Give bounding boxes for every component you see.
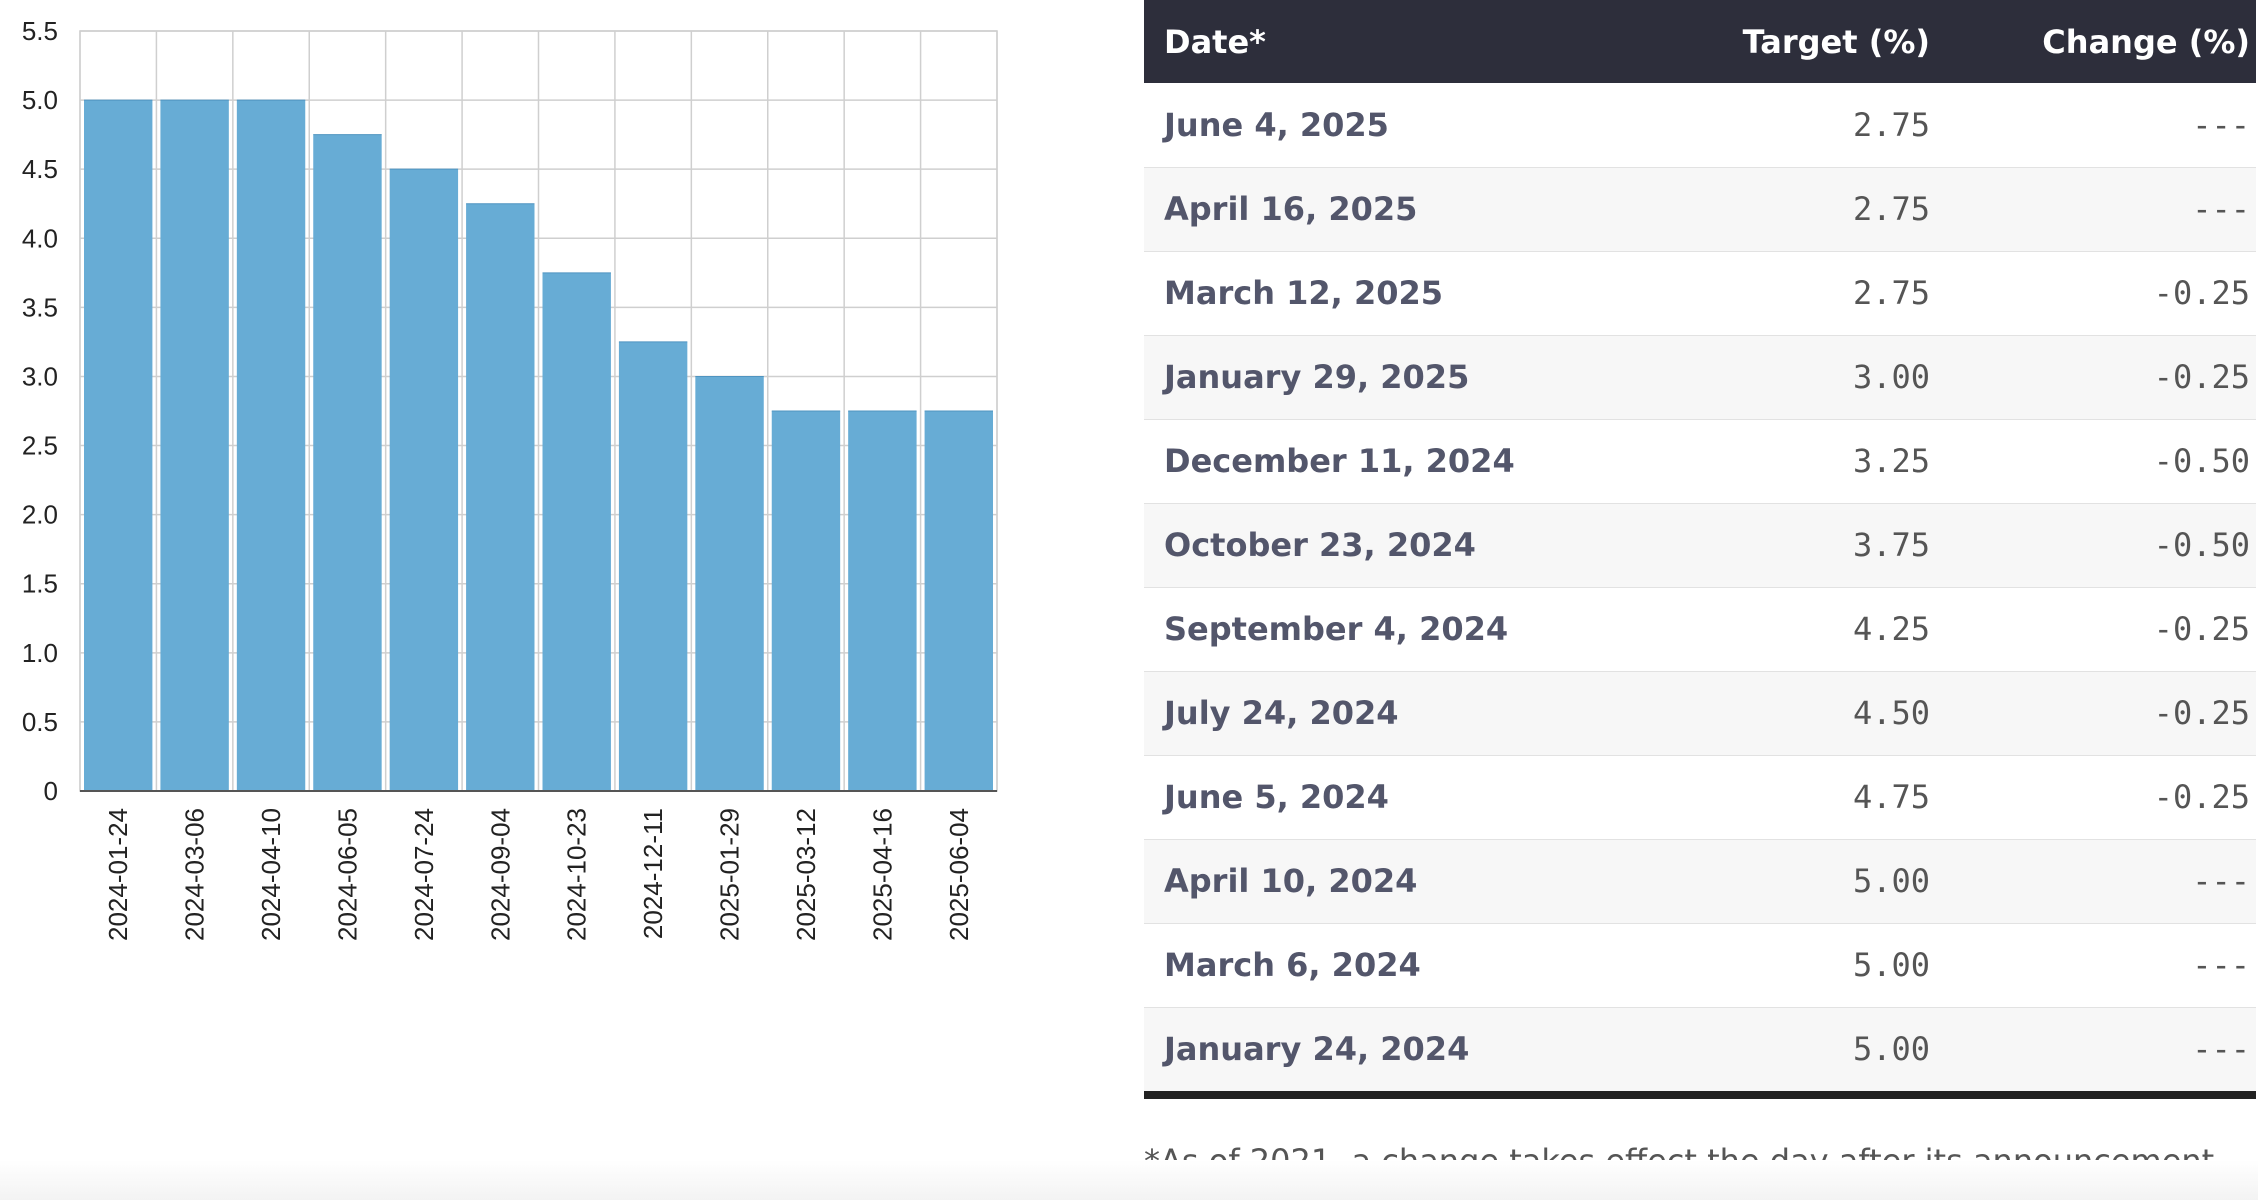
y-tick-label: 0 (44, 776, 58, 806)
table-row: June 4, 2025 2.75 --- (1144, 83, 2256, 167)
header-target: Target (%) (1742, 22, 1930, 61)
table-row: June 5, 2024 4.75 -0.25 (1144, 755, 2256, 839)
bar-2024-04-10 (236, 100, 306, 791)
y-tick-label: 1.5 (22, 569, 58, 599)
row-target: 2.75 (1852, 274, 1930, 312)
row-target: 4.50 (1852, 694, 1930, 732)
y-tick-label: 5.5 (22, 16, 58, 46)
row-date: June 5, 2024 (1164, 778, 1389, 816)
bar-2025-01-29 (695, 376, 764, 791)
row-change: -0.50 (2153, 442, 2250, 480)
x-tick-label: 2024-06-05 (332, 808, 362, 941)
row-target: 4.25 (1852, 610, 1930, 648)
y-tick-label: 2.0 (22, 500, 58, 530)
table-header-row: Date* Target (%) Change (%) (1144, 0, 2256, 83)
x-tick-label: 2025-04-16 (867, 808, 897, 941)
row-date: December 11, 2024 (1164, 442, 1515, 480)
table-row: January 29, 2025 3.00 -0.25 (1144, 335, 2256, 419)
row-target: 3.25 (1852, 442, 1930, 480)
y-tick-label: 0.5 (22, 707, 58, 737)
bar-2024-10-23 (542, 272, 611, 791)
bar-2024-06-05 (313, 134, 382, 792)
bar-2025-03-12 (771, 411, 841, 791)
table-row: July 24, 2024 4.50 -0.25 (1144, 671, 2256, 755)
x-tick-label: 2024-01-24 (103, 808, 133, 941)
row-target: 5.00 (1852, 1030, 1930, 1069)
row-date: June 4, 2025 (1164, 105, 1389, 144)
bar-2024-01-24 (84, 100, 153, 791)
row-date: October 23, 2024 (1164, 526, 1476, 564)
row-target: 5.00 (1852, 946, 1930, 984)
row-date: September 4, 2024 (1164, 610, 1509, 648)
x-tick-label: 2024-10-23 (562, 808, 592, 941)
table-row: April 10, 2024 5.00 --- (1144, 839, 2256, 923)
row-change: -0.25 (2153, 778, 2250, 816)
row-target: 5.00 (1852, 862, 1930, 900)
y-tick-label: 3.0 (22, 361, 58, 391)
row-change: -0.25 (2153, 610, 2250, 648)
row-change: -0.50 (2153, 526, 2250, 564)
row-date: July 24, 2024 (1164, 694, 1399, 732)
header-date: Date* (1164, 22, 1266, 61)
table-row: January 24, 2024 5.00 --- (1144, 1007, 2256, 1091)
bar-2024-03-06 (160, 100, 229, 791)
y-tick-label: 1.0 (22, 638, 58, 668)
row-target: 3.00 (1852, 358, 1930, 396)
y-tick-label: 3.5 (22, 292, 58, 322)
rate-table: Date* Target (%) Change (%) June 4, 2025… (1144, 0, 2256, 1091)
row-date: March 12, 2025 (1164, 274, 1443, 312)
row-change: -0.25 (2153, 358, 2250, 396)
row-date: April 16, 2025 (1164, 190, 1418, 228)
table-row: March 6, 2024 5.00 --- (1144, 923, 2256, 1007)
table-bottom-rule (1144, 1091, 2256, 1099)
table-row: September 4, 2024 4.25 -0.25 (1144, 587, 2256, 671)
row-change: -0.25 (2153, 694, 2250, 732)
x-tick-label: 2024-04-10 (256, 808, 286, 941)
bar-2025-06-04 (924, 411, 993, 791)
y-tick-label: 5.0 (22, 85, 58, 115)
row-change: --- (2192, 862, 2250, 900)
x-tick-label: 2024-07-24 (409, 808, 439, 941)
bar-2024-09-04 (466, 203, 535, 791)
y-tick-label: 2.5 (22, 431, 58, 461)
x-tick-label: 2024-12-11 (638, 808, 668, 939)
row-target: 3.75 (1852, 526, 1930, 564)
row-date: January 29, 2025 (1164, 358, 1470, 396)
row-change: -0.25 (2153, 274, 2250, 312)
row-change: --- (2192, 946, 2250, 984)
row-date: April 10, 2024 (1164, 862, 1418, 900)
y-tick-label: 4.5 (22, 154, 58, 184)
rate-bar-chart: 0 0.5 1.0 1.5 2.0 2.5 3.0 3.5 4.0 4.5 5.0 5.5 2024-… (22, 16, 998, 941)
row-change: --- (2192, 105, 2250, 144)
chart-bars (84, 99, 993, 792)
row-change: --- (2192, 190, 2250, 228)
x-tick-label: 2024-03-06 (180, 808, 210, 941)
row-change: --- (2192, 1030, 2250, 1069)
y-axis: 0 0.5 1.0 1.5 2.0 2.5 3.0 3.5 4.0 4.5 5.0 5.5 (22, 16, 58, 806)
x-axis: 2024-01-24 2024-03-06 2024-04-10 2024-06-05… (80, 790, 997, 941)
bar-2025-04-16 (848, 411, 917, 791)
x-tick-label: 2025-01-29 (715, 808, 745, 941)
row-date: March 6, 2024 (1164, 946, 1421, 984)
table-row: December 11, 2024 3.25 -0.50 (1144, 419, 2256, 503)
x-tick-label: 2024-09-04 (485, 808, 515, 941)
rate-table-container: Date* Target (%) Change (%) June 4, 2025… (1144, 0, 2256, 1099)
y-tick-label: 4.0 (22, 223, 58, 253)
chart-gridlines (79, 30, 998, 792)
bar-2024-12-11 (618, 341, 688, 791)
table-row: October 23, 2024 3.75 -0.50 (1144, 503, 2256, 587)
row-target: 4.75 (1852, 778, 1930, 816)
x-tick-label: 2025-06-04 (944, 808, 974, 941)
header-change: Change (%) (2042, 22, 2250, 61)
row-target: 2.75 (1852, 105, 1930, 144)
bar-2024-07-24 (389, 169, 459, 791)
x-tick-label: 2025-03-12 (791, 808, 821, 941)
bottom-fade (0, 1160, 2258, 1200)
table-row: April 16, 2025 2.75 --- (1144, 167, 2256, 251)
table-row: March 12, 2025 2.75 -0.25 (1144, 251, 2256, 335)
row-date: January 24, 2024 (1164, 1030, 1470, 1069)
row-target: 2.75 (1852, 190, 1930, 228)
